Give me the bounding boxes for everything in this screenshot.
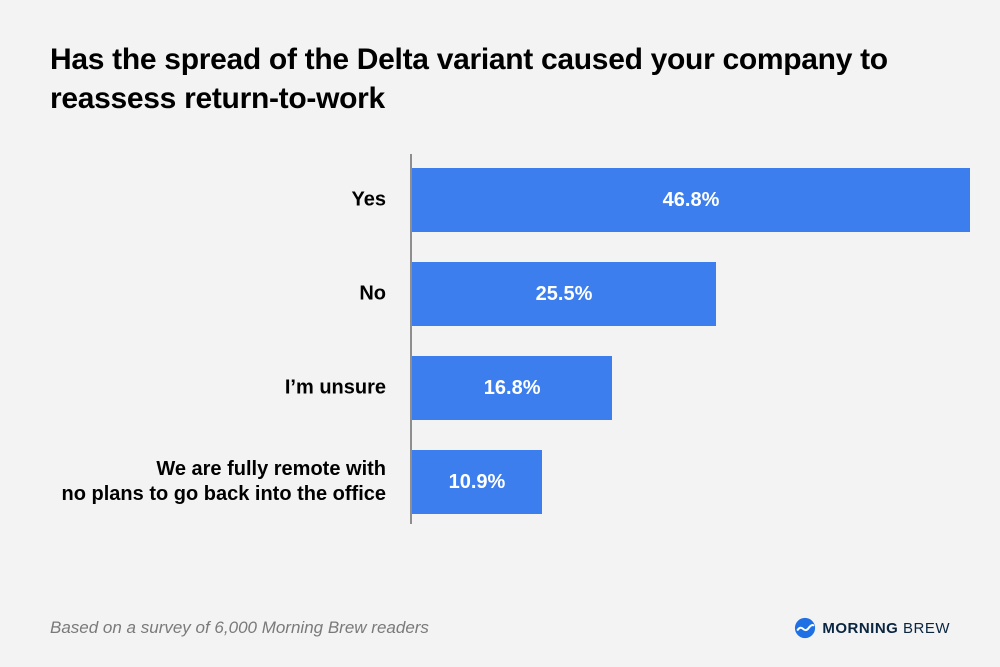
chart-title: Has the spread of the Delta variant caus… — [50, 40, 950, 118]
bar-row: We are fully remote withno plans to go b… — [410, 450, 970, 514]
value-label: 25.5% — [536, 283, 593, 306]
brand-text: MORNING BREW — [822, 620, 950, 637]
brand-icon — [794, 617, 816, 639]
brand-logo: MORNING BREW — [794, 617, 950, 639]
brand-strong: MORNING — [822, 620, 898, 637]
chart-plot-area: Yes 46.8% No 25.5% I’m unsure 16.8% We a… — [410, 168, 970, 514]
bar: 25.5% — [412, 262, 716, 326]
category-label: We are fully remote withno plans to go b… — [50, 457, 410, 507]
brand-light: BREW — [903, 620, 950, 637]
bar: 46.8% — [412, 168, 970, 232]
category-label: Yes — [50, 188, 410, 213]
value-label: 10.9% — [449, 471, 506, 494]
bar-row: I’m unsure 16.8% — [410, 356, 970, 420]
value-label: 16.8% — [484, 377, 541, 400]
chart-container: Has the spread of the Delta variant caus… — [0, 0, 1000, 667]
category-label: No — [50, 282, 410, 307]
source-note: Based on a survey of 6,000 Morning Brew … — [50, 618, 429, 638]
bar: 16.8% — [412, 356, 612, 420]
bar-row: No 25.5% — [410, 262, 970, 326]
bar-row: Yes 46.8% — [410, 168, 970, 232]
bar: 10.9% — [412, 450, 542, 514]
chart-footer: Based on a survey of 6,000 Morning Brew … — [50, 617, 950, 639]
value-label: 46.8% — [663, 189, 720, 212]
category-label: I’m unsure — [50, 376, 410, 401]
